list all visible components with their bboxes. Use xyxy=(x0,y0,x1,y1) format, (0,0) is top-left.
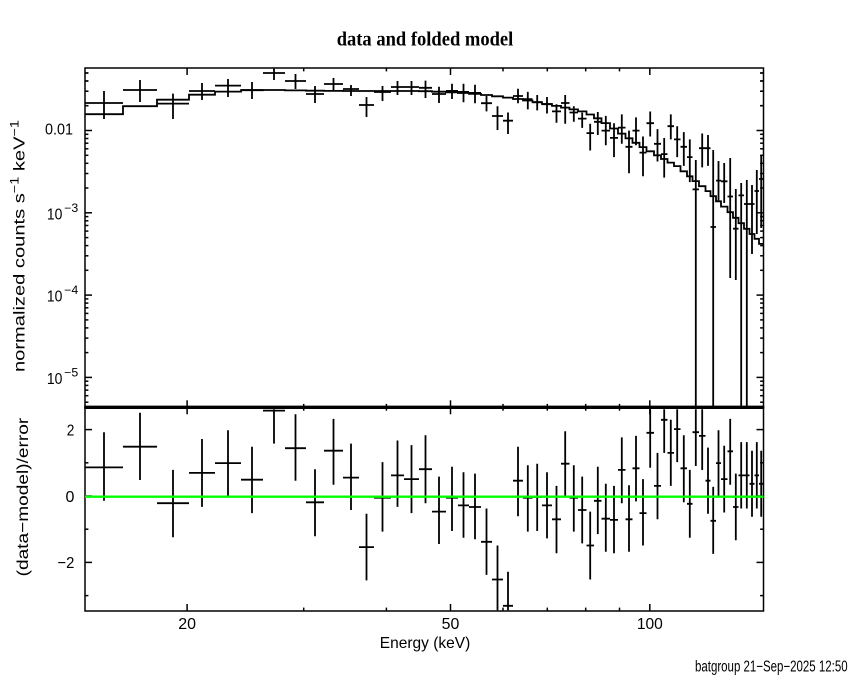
svg-text:20: 20 xyxy=(178,616,196,633)
svg-text:normalized counts s−1 keV−1: normalized counts s−1 keV−1 xyxy=(10,120,29,372)
svg-text:10: 10 xyxy=(47,289,63,306)
svg-text:−4: −4 xyxy=(64,285,79,297)
svg-text:10: 10 xyxy=(47,206,63,223)
svg-text:data and folded model: data and folded model xyxy=(337,30,514,51)
svg-text:2: 2 xyxy=(67,422,75,439)
svg-text:Energy (keV): Energy (keV) xyxy=(380,635,471,652)
svg-text:10: 10 xyxy=(47,371,63,388)
svg-text:−3: −3 xyxy=(64,203,78,215)
svg-text:−5: −5 xyxy=(64,368,78,380)
svg-text:100: 100 xyxy=(637,616,663,633)
svg-text:0.01: 0.01 xyxy=(45,122,73,139)
svg-text:50: 50 xyxy=(442,616,460,633)
svg-text:−2: −2 xyxy=(58,555,75,572)
svg-text:batgroup 21−Sep−2025 12:50: batgroup 21−Sep−2025 12:50 xyxy=(695,659,848,676)
svg-text:(data−model)/error: (data−model)/error xyxy=(15,417,32,576)
svg-text:0: 0 xyxy=(66,489,75,506)
